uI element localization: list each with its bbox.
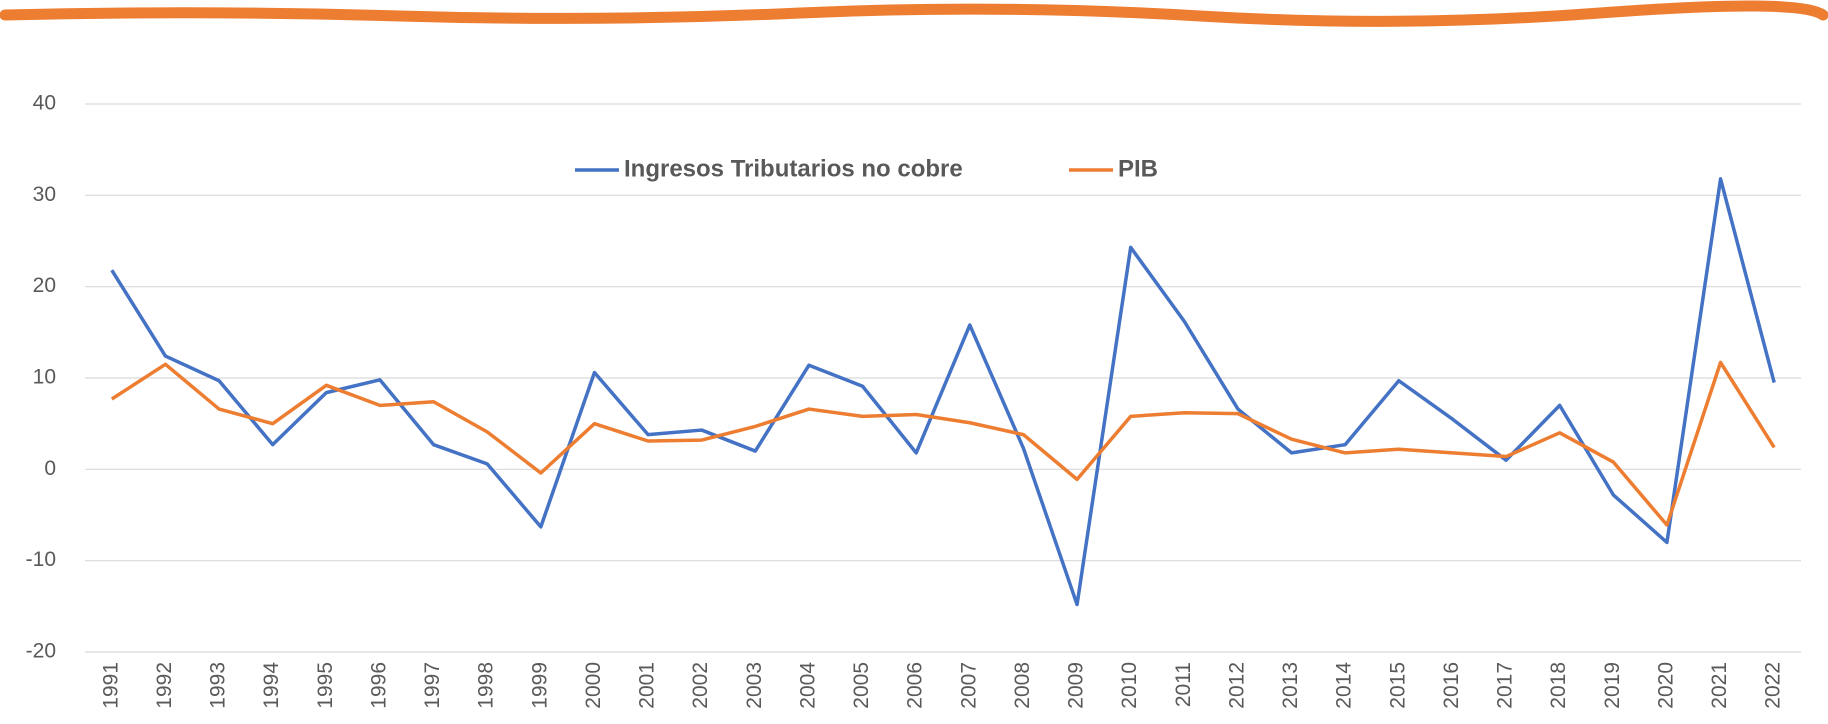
x-tick-label: 1998 bbox=[475, 662, 498, 709]
legend-label: PIB bbox=[1118, 155, 1158, 182]
x-tick-label: 2014 bbox=[1333, 662, 1356, 709]
x-tick-label: 2019 bbox=[1601, 662, 1624, 709]
y-tick-label: -20 bbox=[26, 640, 56, 663]
y-tick-label: 40 bbox=[33, 92, 56, 115]
x-tick-label: 2008 bbox=[1011, 662, 1034, 709]
legend-label: Ingresos Tributarios no cobre bbox=[624, 155, 963, 182]
x-tick-label: 2021 bbox=[1708, 662, 1731, 709]
x-tick-label: 1992 bbox=[153, 662, 176, 709]
y-tick-label: 10 bbox=[33, 366, 56, 389]
x-tick-label: 1997 bbox=[421, 662, 444, 709]
x-tick-label: 2015 bbox=[1386, 662, 1409, 709]
x-tick-label: 2013 bbox=[1279, 662, 1302, 709]
y-tick-label: 0 bbox=[44, 457, 56, 480]
series-line bbox=[110, 360, 1776, 527]
series-line bbox=[110, 177, 1776, 607]
x-tick-label: 1996 bbox=[367, 662, 390, 709]
x-tick-label: 2020 bbox=[1654, 662, 1677, 709]
x-tick-label: 1993 bbox=[207, 662, 230, 709]
x-tick-label: 1991 bbox=[99, 662, 122, 709]
x-tick-label: 2012 bbox=[1225, 662, 1248, 709]
x-tick-label: 2011 bbox=[1172, 662, 1195, 707]
x-tick-label: 2007 bbox=[957, 662, 980, 709]
y-tick-label: 20 bbox=[33, 274, 56, 297]
x-tick-label: 2002 bbox=[689, 662, 712, 709]
x-tick-label: 2018 bbox=[1547, 662, 1570, 709]
x-tick-label: 2009 bbox=[1065, 662, 1088, 709]
x-tick-label: 2017 bbox=[1494, 662, 1517, 709]
x-tick-label: 1995 bbox=[314, 662, 337, 709]
x-tick-label: 1999 bbox=[528, 662, 551, 709]
x-tick-label: 2016 bbox=[1440, 662, 1463, 709]
x-tick-label: 1994 bbox=[260, 662, 283, 709]
x-tick-label: 2000 bbox=[582, 662, 605, 709]
x-tick-label: 2022 bbox=[1762, 662, 1785, 709]
x-tick-label: 2010 bbox=[1118, 662, 1141, 709]
x-tick-label: 2004 bbox=[796, 662, 819, 709]
x-tick-label: 2001 bbox=[636, 662, 659, 709]
y-tick-label: 30 bbox=[33, 183, 56, 206]
x-tick-label: 2005 bbox=[850, 662, 873, 709]
y-tick-label: -10 bbox=[26, 548, 56, 571]
x-tick-label: 2006 bbox=[904, 662, 927, 709]
top-decoration bbox=[0, 0, 1828, 27]
x-tick-label: 2003 bbox=[743, 662, 766, 709]
